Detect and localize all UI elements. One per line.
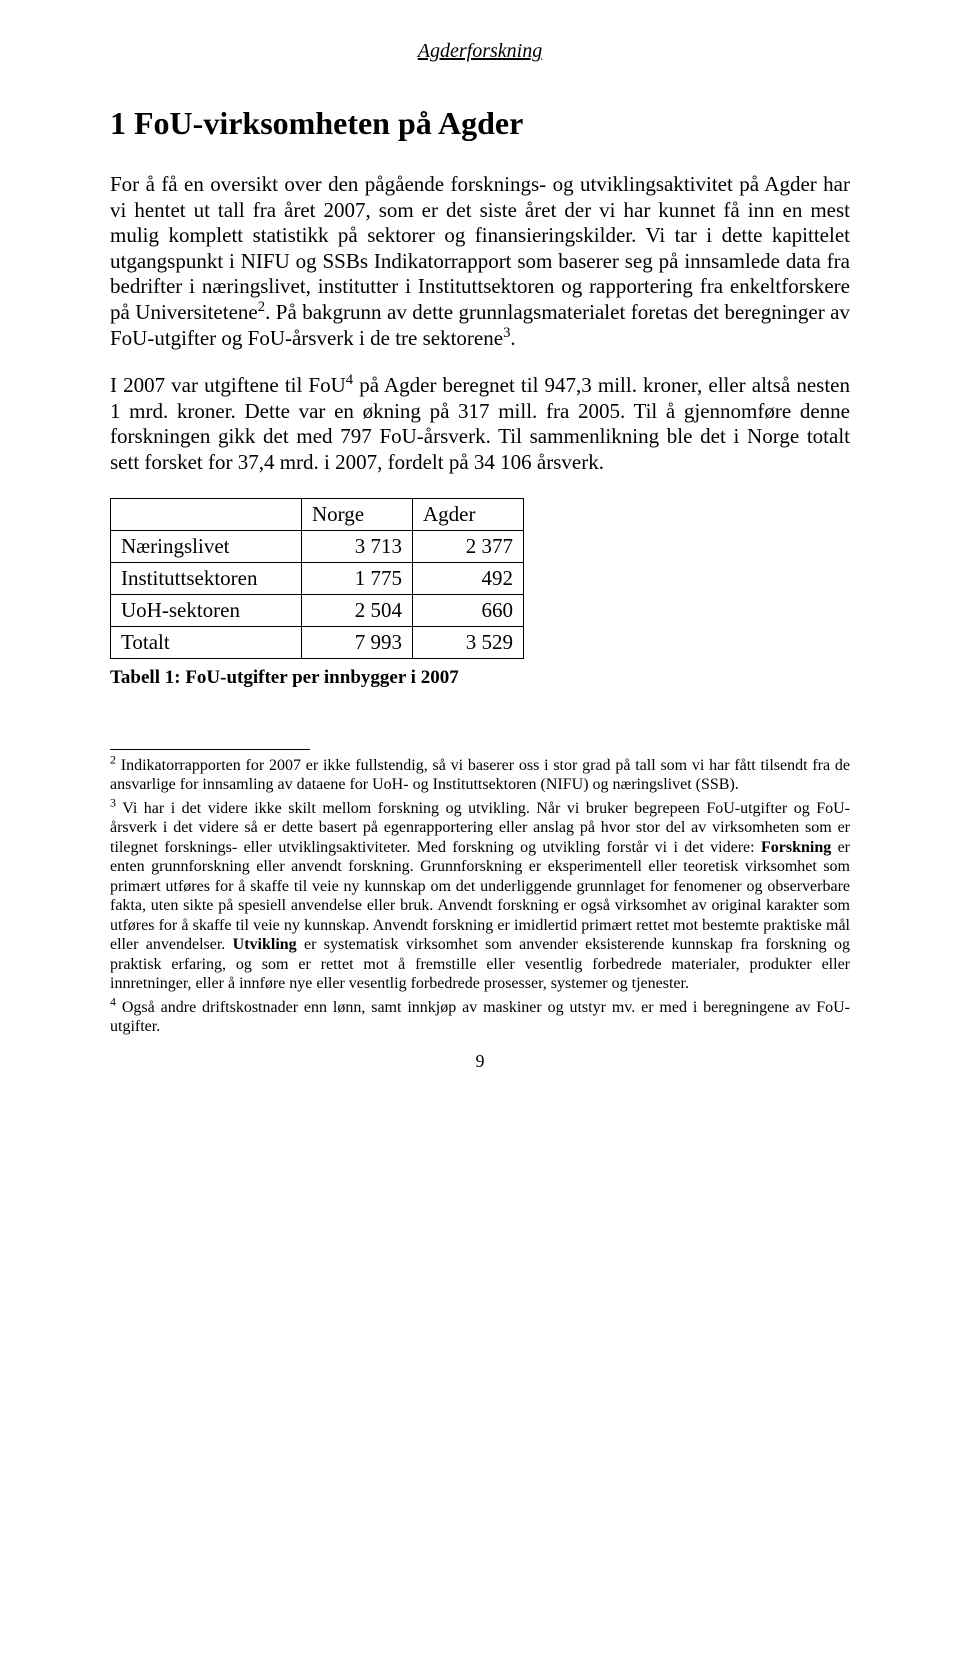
page-number: 9 [110,1051,850,1072]
paragraph-1: For å få en oversikt over den pågående f… [110,172,850,351]
section-title: 1 FoU-virksomheten på Agder [110,105,850,142]
table-cell: Totalt [111,626,302,658]
page-header: Agderforskning [110,40,850,63]
table-header-cell: Norge [302,498,413,530]
footnote-separator [110,749,310,750]
table-cell: 7 993 [302,626,413,658]
table-cell: 3 529 [413,626,524,658]
table-cell: UoH-sektoren [111,594,302,626]
footnote-3: 3 Vi har i det videre ikke skilt mellom … [110,799,850,994]
fou-table: Norge Agder Næringslivet 3 713 2 377 Ins… [110,498,524,659]
table-cell: 492 [413,562,524,594]
table-cell: 3 713 [302,530,413,562]
table-cell: Instituttsektoren [111,562,302,594]
paragraph-2: I 2007 var utgiftene til FoU4 på Agder b… [110,373,850,475]
table-row: UoH-sektoren 2 504 660 [111,594,524,626]
table-row: Instituttsektoren 1 775 492 [111,562,524,594]
table-cell: 660 [413,594,524,626]
table-header-row: Norge Agder [111,498,524,530]
table-cell: 2 377 [413,530,524,562]
table-caption: Tabell 1: FoU-utgifter per innbygger i 2… [110,667,850,689]
table-cell: Næringslivet [111,530,302,562]
table-row: Næringslivet 3 713 2 377 [111,530,524,562]
table-header-cell: Agder [413,498,524,530]
table-row: Totalt 7 993 3 529 [111,626,524,658]
table-cell: 2 504 [302,594,413,626]
footnote-2: 2 Indikatorrapporten for 2007 er ikke fu… [110,756,850,795]
footnote-4: 4 Også andre driftskostnader enn lønn, s… [110,998,850,1037]
table-cell: 1 775 [302,562,413,594]
table-header-cell [111,498,302,530]
